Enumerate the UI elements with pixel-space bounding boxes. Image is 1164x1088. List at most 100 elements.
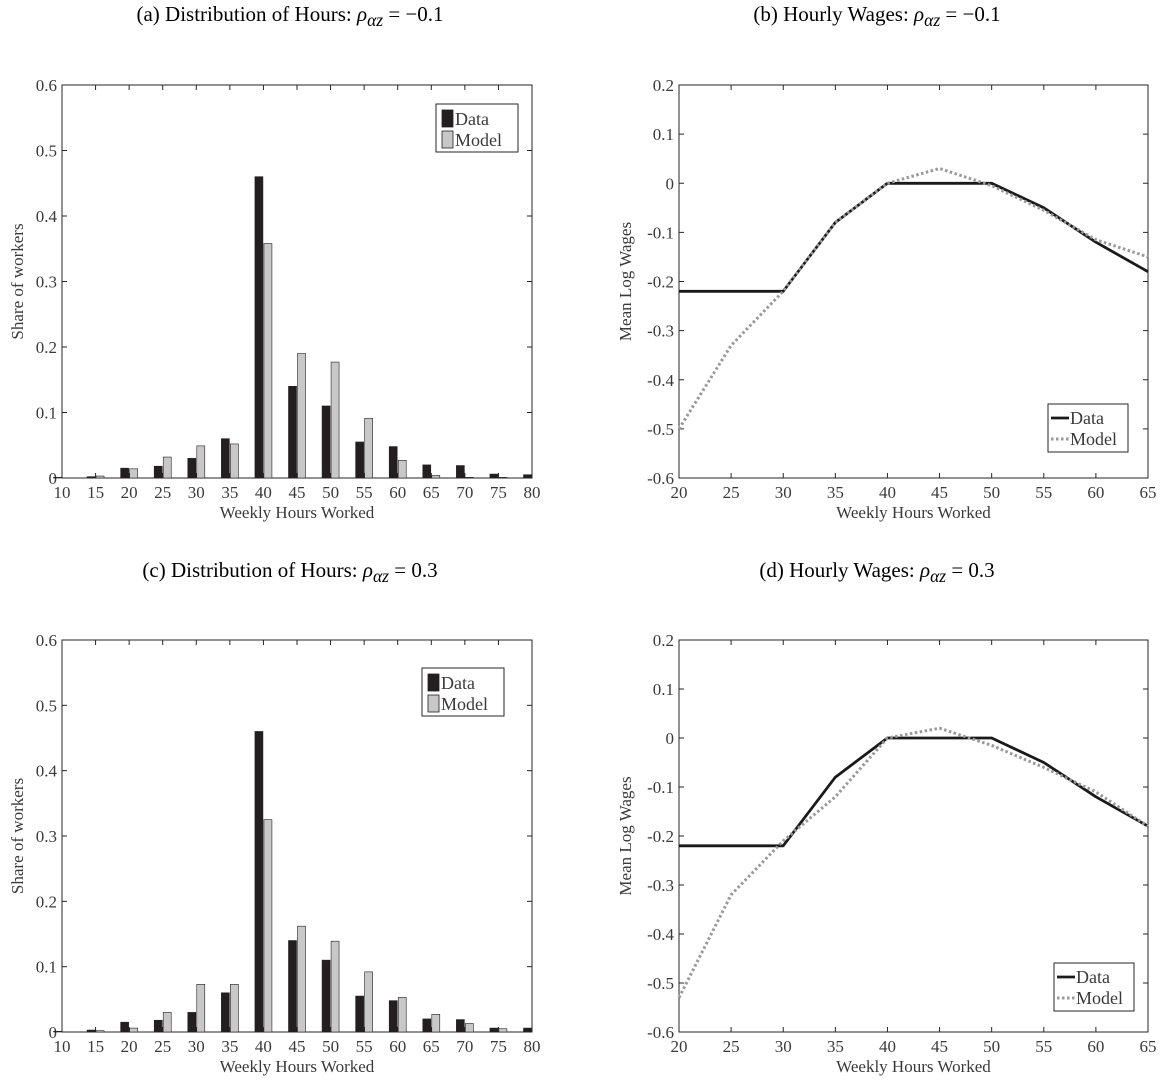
x-tick-label: 30 [188,1037,205,1056]
y-tick-label: 0.2 [653,631,674,650]
x-tick-label: 10 [54,1037,71,1056]
y-tick-label: 0.1 [36,958,57,977]
y-tick-label: -0.2 [647,273,674,292]
x-tick-label: 60 [389,483,406,502]
legend-label-data: Data [455,109,489,129]
bar-data [187,458,197,479]
x-tick-label: 50 [322,483,339,502]
y-tick-label: 0 [666,174,675,193]
y-tick-label: 0.4 [36,762,58,781]
bar-model [162,1012,172,1033]
bar-data [153,1019,163,1033]
legend-label-model: Model [455,130,502,150]
bar-model [230,984,239,1033]
bar-model [196,445,206,479]
x-tick-label: 60 [1087,1037,1104,1056]
x-tick-label: 60 [389,1037,406,1056]
y-tick-label: 0 [49,469,58,488]
bar-model [330,361,340,479]
legend-label-data: Data [441,673,475,693]
bar-data [53,477,62,479]
x-axis-label: Weekly Hours Worked [836,503,991,522]
bar-data [523,474,532,479]
x-tick-label: 20 [121,1037,138,1056]
y-axis-label: Mean Log Wages [616,776,635,895]
legend-box [1053,962,1135,1012]
x-tick-label: 15 [87,1037,104,1056]
y-tick-label: 0.5 [36,142,57,161]
bar-data [153,465,163,479]
x-tick-label: 20 [671,1037,688,1056]
legend-label-data: Data [1076,967,1110,987]
y-tick-label: 0.5 [36,696,57,715]
bar-model [162,456,172,479]
x-tick-label: 40 [879,1037,896,1056]
bar-model [397,460,407,479]
x-tick-label: 35 [827,483,844,502]
bar-data [221,438,230,479]
bar-data [355,441,364,479]
y-tick-label: 0.2 [653,76,674,95]
y-tick-label: 0.6 [36,76,57,95]
x-axis-label: Weekly Hours Worked [220,1057,375,1076]
y-axis-label: Share of workers [8,778,27,894]
x-tick-label: 30 [775,1037,792,1056]
x-tick-label: 65 [1140,1037,1157,1056]
x-tick-label: 45 [931,1037,948,1056]
x-tick-label: 55 [1035,1037,1052,1056]
x-tick-label: 15 [87,483,104,502]
bar-data [321,959,331,1033]
x-tick-label: 55 [1035,483,1052,502]
x-tick-label: 50 [983,483,1000,502]
x-tick-label: 10 [54,483,71,502]
y-tick-label: -0.5 [647,974,674,993]
bar-model [129,468,138,479]
x-tick-label: 40 [255,1037,272,1056]
bar-model [129,1027,138,1033]
x-tick-label: 55 [356,483,373,502]
x-tick-label: 80 [524,1037,541,1056]
bar-data [456,1019,465,1033]
panel-a-title: (a) Distribution of Hours: ραz = −0.1 [136,2,444,31]
legend-swatch-model [441,130,454,149]
y-tick-label: -0.2 [647,827,674,846]
y-tick-label: 0.4 [36,207,58,226]
x-axis-label: Weekly Hours Worked [220,503,375,522]
x-tick-label: 75 [490,483,507,502]
bar-data [388,446,398,479]
legend-swatch-data [427,673,440,692]
bar-model [230,443,239,479]
x-tick-label: 20 [121,483,138,502]
bar-data [53,1031,62,1033]
bar-model [297,353,306,479]
x-tick-label: 25 [723,483,740,502]
x-tick-label: 20 [671,483,688,502]
bar-model [465,477,474,479]
y-tick-label: -0.4 [647,925,674,944]
x-tick-label: 70 [456,483,473,502]
x-tick-label: 40 [255,483,272,502]
bar-model [196,984,206,1033]
y-tick-label: 0 [49,1023,58,1042]
x-tick-label: 70 [456,1037,473,1056]
x-tick-label: 80 [524,483,541,502]
bar-data [388,1000,398,1033]
y-axis-label: Mean Log Wages [616,222,635,341]
x-tick-label: 35 [221,1037,238,1056]
bar-data [523,1027,532,1033]
y-tick-label: 0.1 [36,404,57,423]
bar-model [263,243,273,479]
bar-data [321,405,331,479]
bar-model [263,819,273,1033]
bar-data [254,176,264,479]
bar-data [355,995,364,1033]
bar-data [288,385,297,479]
legend-label-model: Model [1076,988,1123,1008]
bar-model [431,1014,441,1033]
bar-data [120,1021,129,1033]
y-tick-label: 0.3 [36,827,57,846]
bar-model [431,475,441,479]
x-tick-label: 40 [879,483,896,502]
bar-data [86,476,96,479]
